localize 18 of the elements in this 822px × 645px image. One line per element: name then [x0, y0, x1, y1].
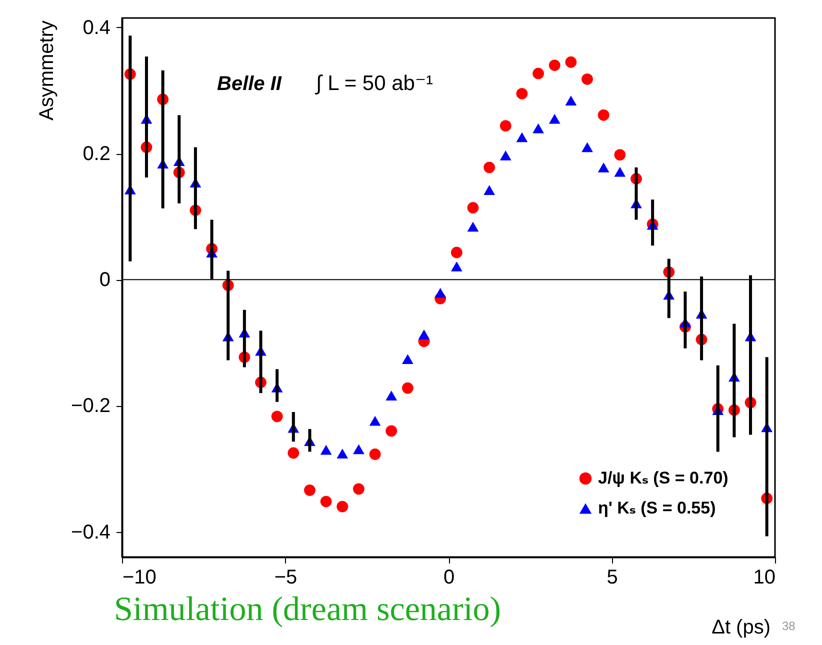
x-tick-label: 10 [753, 566, 776, 588]
legend-label: J/ψ Kₛ (S = 0.70) [598, 468, 728, 488]
annotation: ∫ L = 50 ab⁻¹ [315, 72, 434, 95]
x-axis-title: Δt (ps) [712, 616, 770, 638]
x-tick-label: 5 [606, 566, 618, 588]
y-tick-label: 0 [99, 269, 110, 292]
x-tick-label: −10 [122, 566, 156, 588]
y-tick-label: −0.4 [71, 521, 110, 544]
y-axis-title: Asymmetry [36, 20, 58, 120]
text: Simulation (dream scenario) [114, 591, 502, 628]
x-tick-label: −5 [274, 566, 298, 588]
y-tick-label: 0.2 [82, 143, 110, 166]
annotation: Belle II [217, 73, 282, 95]
y-tick-label: −0.2 [71, 395, 110, 418]
y-tick-label: 0.4 [82, 16, 110, 39]
x-tick-label: 0 [443, 566, 455, 588]
text: 38 [782, 619, 796, 633]
legend-label: η' Kₛ (S = 0.55) [598, 498, 716, 518]
